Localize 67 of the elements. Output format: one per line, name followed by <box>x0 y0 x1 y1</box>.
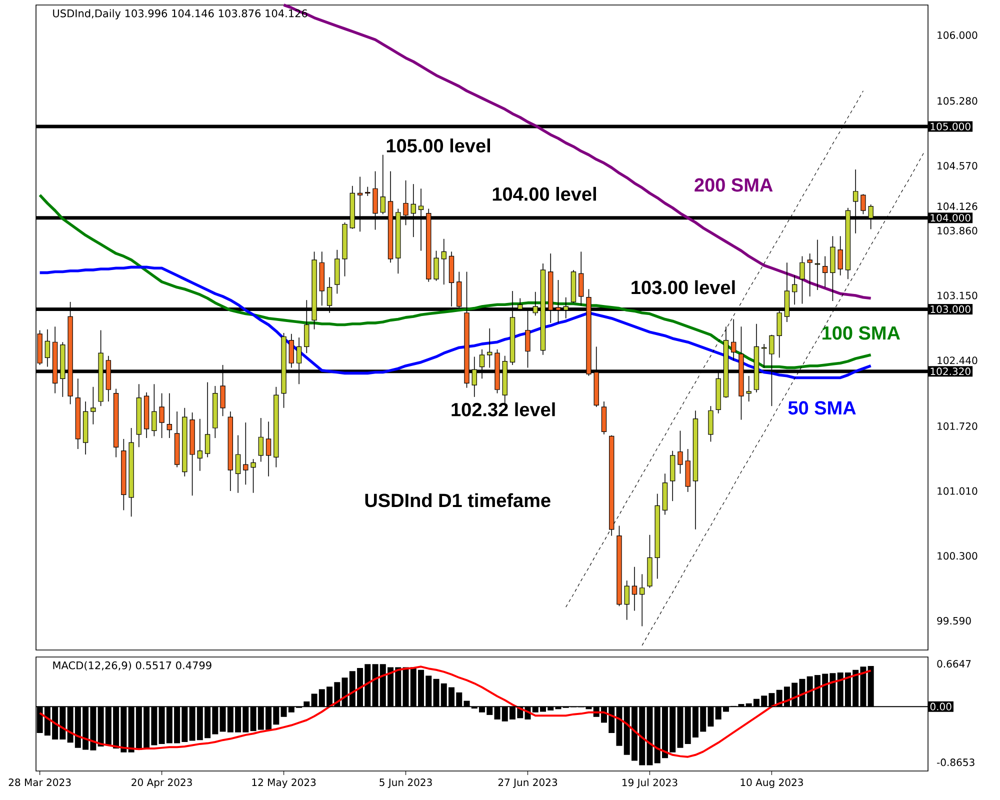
y-tick-label: 99.590 <box>937 616 971 625</box>
candlestick <box>792 275 798 306</box>
ref-line-label: 103.000 <box>930 305 970 314</box>
candlestick <box>380 154 386 215</box>
y-tick-label: 101.720 <box>938 422 978 430</box>
candlestick <box>838 236 843 276</box>
ref-line-label: 0.00 <box>930 702 952 710</box>
candlestick <box>624 580 630 620</box>
candlestick <box>441 238 446 285</box>
candlestick <box>822 256 828 288</box>
x-tick-label: 27 Jun 2023 <box>498 778 558 788</box>
y-tick-label: 104.126 <box>938 202 978 210</box>
ref-line-label: 105.000 <box>930 122 970 130</box>
annotation: 103.00 level <box>632 280 735 294</box>
candlestick <box>578 251 584 306</box>
candlestick <box>708 406 714 442</box>
candlestick <box>258 418 264 462</box>
candlestick <box>800 256 805 304</box>
candlestick <box>731 318 736 361</box>
candlestick <box>90 386 96 425</box>
candlestick <box>814 239 820 290</box>
annotation: USDInd D1 timefame <box>365 493 550 508</box>
y-tick-label: -0.8653 <box>937 758 974 766</box>
y-tick-label: 0.6647 <box>937 660 971 668</box>
y-tick-label: 102.440 <box>938 356 978 364</box>
x-tick-label: 5 Jun 2023 <box>380 778 432 788</box>
candlestick <box>250 458 256 494</box>
chart-title: MACD(12,26,9) 0.5517 0.4799 <box>53 661 212 671</box>
y-tick-label: 103.150 <box>938 292 978 300</box>
candlestick <box>266 421 272 477</box>
x-tick-label: 10 Aug 2023 <box>740 778 803 788</box>
y-tick-label: 101.010 <box>938 487 978 495</box>
y-tick-label: 106.000 <box>938 31 978 39</box>
candlestick <box>197 418 203 472</box>
y-tick-label: 104.570 <box>938 162 978 170</box>
annotation: 102.32 level <box>452 402 555 416</box>
y-tick-label: 105.280 <box>938 97 978 105</box>
candlestick <box>632 566 638 612</box>
candlestick <box>288 333 294 368</box>
x-tick-label: 28 Mar 2023 <box>8 778 71 786</box>
candlestick <box>640 574 645 627</box>
y-tick-label: 100.300 <box>938 552 978 560</box>
candlestick <box>365 186 370 196</box>
annotation: 105.00 level <box>386 138 490 152</box>
candlestick <box>152 384 157 437</box>
candlestick <box>434 250 439 282</box>
series-label: 100 SMA <box>822 326 900 340</box>
candlestick <box>204 382 210 458</box>
candlestick <box>762 344 767 368</box>
candlestick <box>159 392 164 438</box>
candlestick <box>243 422 248 486</box>
ref-line-label: 102.320 <box>930 368 970 376</box>
candlestick <box>44 328 50 368</box>
candlestick <box>235 434 241 494</box>
x-tick-label: 20 Apr 2023 <box>132 778 192 788</box>
candlestick <box>746 376 752 402</box>
y-tick-label: 103.860 <box>938 226 978 234</box>
series-label: 200 SMA <box>694 178 773 192</box>
candlestick <box>166 392 172 438</box>
candlestick <box>860 194 866 215</box>
series-label: 50 SMA <box>788 401 856 415</box>
x-tick-label: 12 May 2023 <box>252 778 316 788</box>
annotation: 104.00 level <box>492 186 596 201</box>
x-tick-label: 19 Jul 2023 <box>622 778 678 788</box>
candlestick <box>678 430 683 474</box>
ref-line-label: 104.000 <box>930 214 970 222</box>
candlestick <box>807 253 812 297</box>
